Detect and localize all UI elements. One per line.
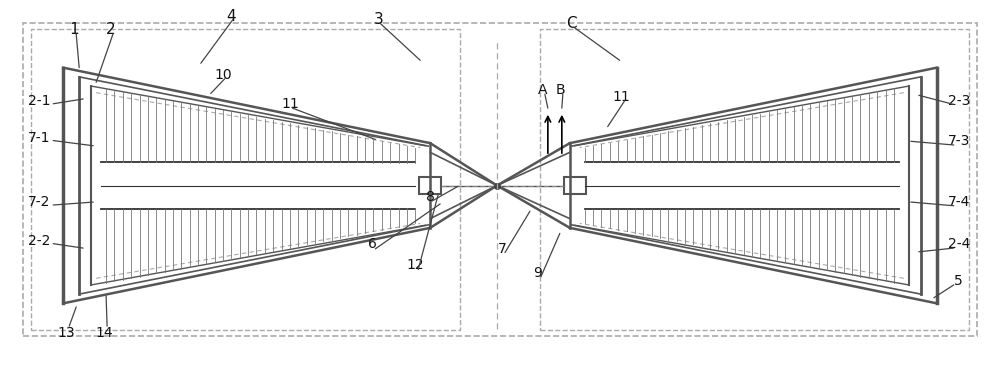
Text: 7-3: 7-3 xyxy=(948,134,970,148)
Text: A: A xyxy=(538,83,548,98)
Text: 13: 13 xyxy=(57,326,75,340)
Text: 6: 6 xyxy=(368,237,377,252)
Text: 12: 12 xyxy=(406,258,424,272)
Text: 9: 9 xyxy=(533,266,542,280)
Text: 7-1: 7-1 xyxy=(28,131,51,145)
Text: 7-2: 7-2 xyxy=(28,195,50,209)
Bar xyxy=(23,23,977,336)
Text: 11: 11 xyxy=(282,98,299,112)
Text: 2-2: 2-2 xyxy=(28,234,50,248)
Text: 1: 1 xyxy=(69,22,79,36)
Bar xyxy=(31,29,460,330)
Text: B: B xyxy=(556,83,566,98)
Text: 2-3: 2-3 xyxy=(948,94,970,108)
Text: 11: 11 xyxy=(613,90,631,104)
Text: 8: 8 xyxy=(426,190,435,204)
Text: 2: 2 xyxy=(106,22,116,36)
Text: C: C xyxy=(566,16,577,31)
Text: 3: 3 xyxy=(373,12,383,27)
Bar xyxy=(419,177,441,194)
Text: 4: 4 xyxy=(226,9,236,24)
Text: 10: 10 xyxy=(214,68,232,82)
Text: 2-4: 2-4 xyxy=(948,237,970,252)
Text: 7: 7 xyxy=(498,242,506,256)
Bar xyxy=(564,177,586,194)
Text: 5: 5 xyxy=(954,274,963,288)
Text: 7-4: 7-4 xyxy=(948,195,970,209)
Bar xyxy=(540,29,969,330)
Text: 2-1: 2-1 xyxy=(28,94,51,108)
Text: 14: 14 xyxy=(95,326,113,340)
